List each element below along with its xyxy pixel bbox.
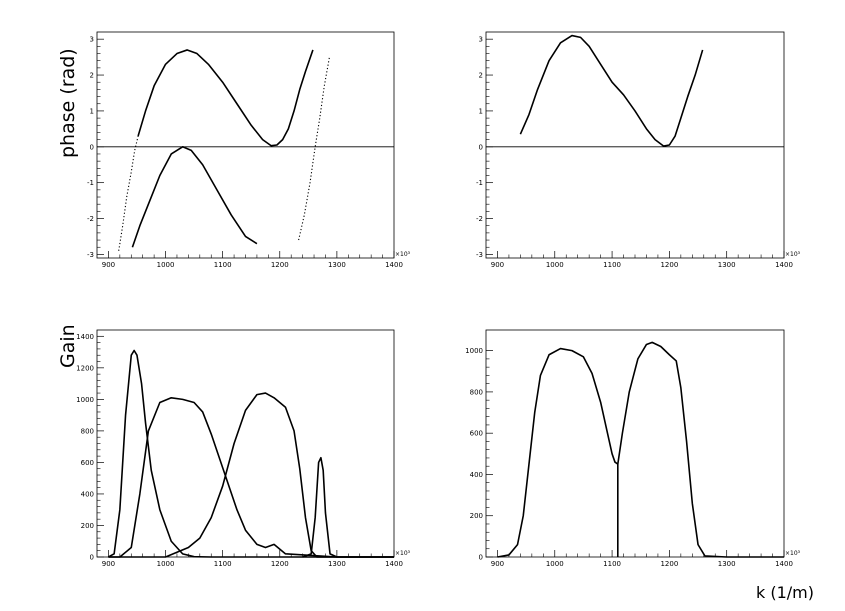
- y-tick-label: -2: [87, 215, 94, 223]
- y-tick-label: -3: [476, 251, 483, 259]
- series-3-line: [108, 392, 394, 558]
- y-tick-label: 1: [479, 107, 483, 115]
- y-tick-label: 200: [81, 522, 94, 530]
- y-tick-label: -1: [476, 179, 483, 187]
- series-2-line: [137, 49, 314, 147]
- series-1-line: [118, 135, 139, 251]
- x-tick-label: 1300: [328, 261, 346, 269]
- phase-axis-label: phase (rad): [57, 48, 79, 158]
- k-axis-label: k (1/m): [756, 583, 814, 602]
- panel-bottom-left: 900 1000 1100 1200 1300 1400 ×10³ 0 200 400 600 800…: [76, 329, 411, 568]
- y-tick-label: 2: [90, 72, 94, 80]
- x-multiplier-label: ×10³: [785, 550, 801, 557]
- y-tick-label: -1: [87, 179, 94, 187]
- x-multiplier-label: ×10³: [395, 251, 411, 258]
- x-multiplier-label: ×10³: [785, 251, 801, 258]
- y-tick-label: 3: [90, 36, 94, 44]
- series-4-line: [298, 57, 331, 241]
- x-tick-label: 1100: [214, 560, 232, 568]
- y-tick-label: 600: [81, 459, 94, 467]
- y-tick-label: 400: [81, 490, 94, 498]
- x-tick-label: 1200: [660, 560, 678, 568]
- y-tick-label: 600: [470, 430, 483, 438]
- y-tick-label: 800: [470, 388, 483, 396]
- x-tick-label: 1100: [214, 261, 232, 269]
- y-tick-label: -3: [87, 251, 94, 259]
- x-tick-label: 1000: [546, 560, 564, 568]
- x-tick-label: 1200: [271, 560, 289, 568]
- y-tick-label: 3: [479, 36, 483, 44]
- panel-top-right: 900 1000 1100 1200 1300 1400 ×10³ -3 -2 -1 0 1 2 3: [476, 31, 801, 269]
- y-tick-label: 2: [479, 72, 483, 80]
- panel-top-left: 900 1000 1100 1200 1300 1400 ×10³ -3 -2 -1 0 1 2 3: [87, 31, 411, 269]
- x-tick-label: 900: [102, 261, 115, 269]
- series-1-line: [519, 34, 704, 147]
- y-tick-label: 1000: [465, 347, 483, 355]
- panels: 900 1000 1100 1200 1300 1400×10³-3-2-10123900…: [76, 31, 801, 568]
- x-tick-label: 1400: [775, 261, 793, 269]
- gain-axis-label: Gain: [57, 324, 79, 368]
- y-tick-label: 0: [479, 143, 483, 151]
- plot-frame: [96, 31, 395, 259]
- x-tick-label: 1100: [603, 560, 621, 568]
- x-multiplier-label: ×10³: [395, 550, 411, 557]
- x-tick-label: 900: [491, 560, 504, 568]
- x-tick-label: 1300: [328, 560, 346, 568]
- y-tick-label: -2: [476, 215, 483, 223]
- x-tick-label: 1000: [157, 261, 175, 269]
- series-4-line: [302, 456, 394, 558]
- y-tick-label: 1000: [76, 396, 94, 404]
- x-tick-label: 1100: [603, 261, 621, 269]
- y-tick-label: 800: [81, 427, 94, 435]
- x-tick-label: 1300: [718, 261, 736, 269]
- y-tick-label: 0: [90, 143, 94, 151]
- x-tick-label: 900: [102, 560, 115, 568]
- y-tick-label: 1400: [76, 333, 94, 341]
- y-tick-label: 1200: [76, 364, 94, 372]
- x-tick-label: 900: [491, 261, 504, 269]
- x-tick-label: 1200: [660, 261, 678, 269]
- x-tick-label: 1300: [718, 560, 736, 568]
- x-tick-label: 1400: [775, 560, 793, 568]
- x-tick-label: 1400: [385, 560, 403, 568]
- x-tick-label: 1400: [385, 261, 403, 269]
- x-tick-label: 1000: [546, 261, 564, 269]
- panel-bottom-right: 900 1000 1100 1200 1300 1400 ×10³ 0 200 400 600 800…: [465, 329, 801, 568]
- series-1-line: [108, 349, 394, 558]
- plot-frame: [485, 31, 785, 259]
- x-tick-label: 1200: [271, 261, 289, 269]
- y-tick-label: 400: [470, 471, 483, 479]
- series-2-line: [108, 396, 394, 558]
- series-3-line: [131, 145, 258, 248]
- y-tick-label: 200: [470, 512, 483, 520]
- y-tick-label: 1: [90, 107, 94, 115]
- y-tick-label: 0: [479, 554, 483, 562]
- plot-frame: [96, 329, 395, 558]
- x-tick-label: 1000: [157, 560, 175, 568]
- y-tick-label: 0: [90, 554, 94, 562]
- series-1-line: [497, 341, 784, 558]
